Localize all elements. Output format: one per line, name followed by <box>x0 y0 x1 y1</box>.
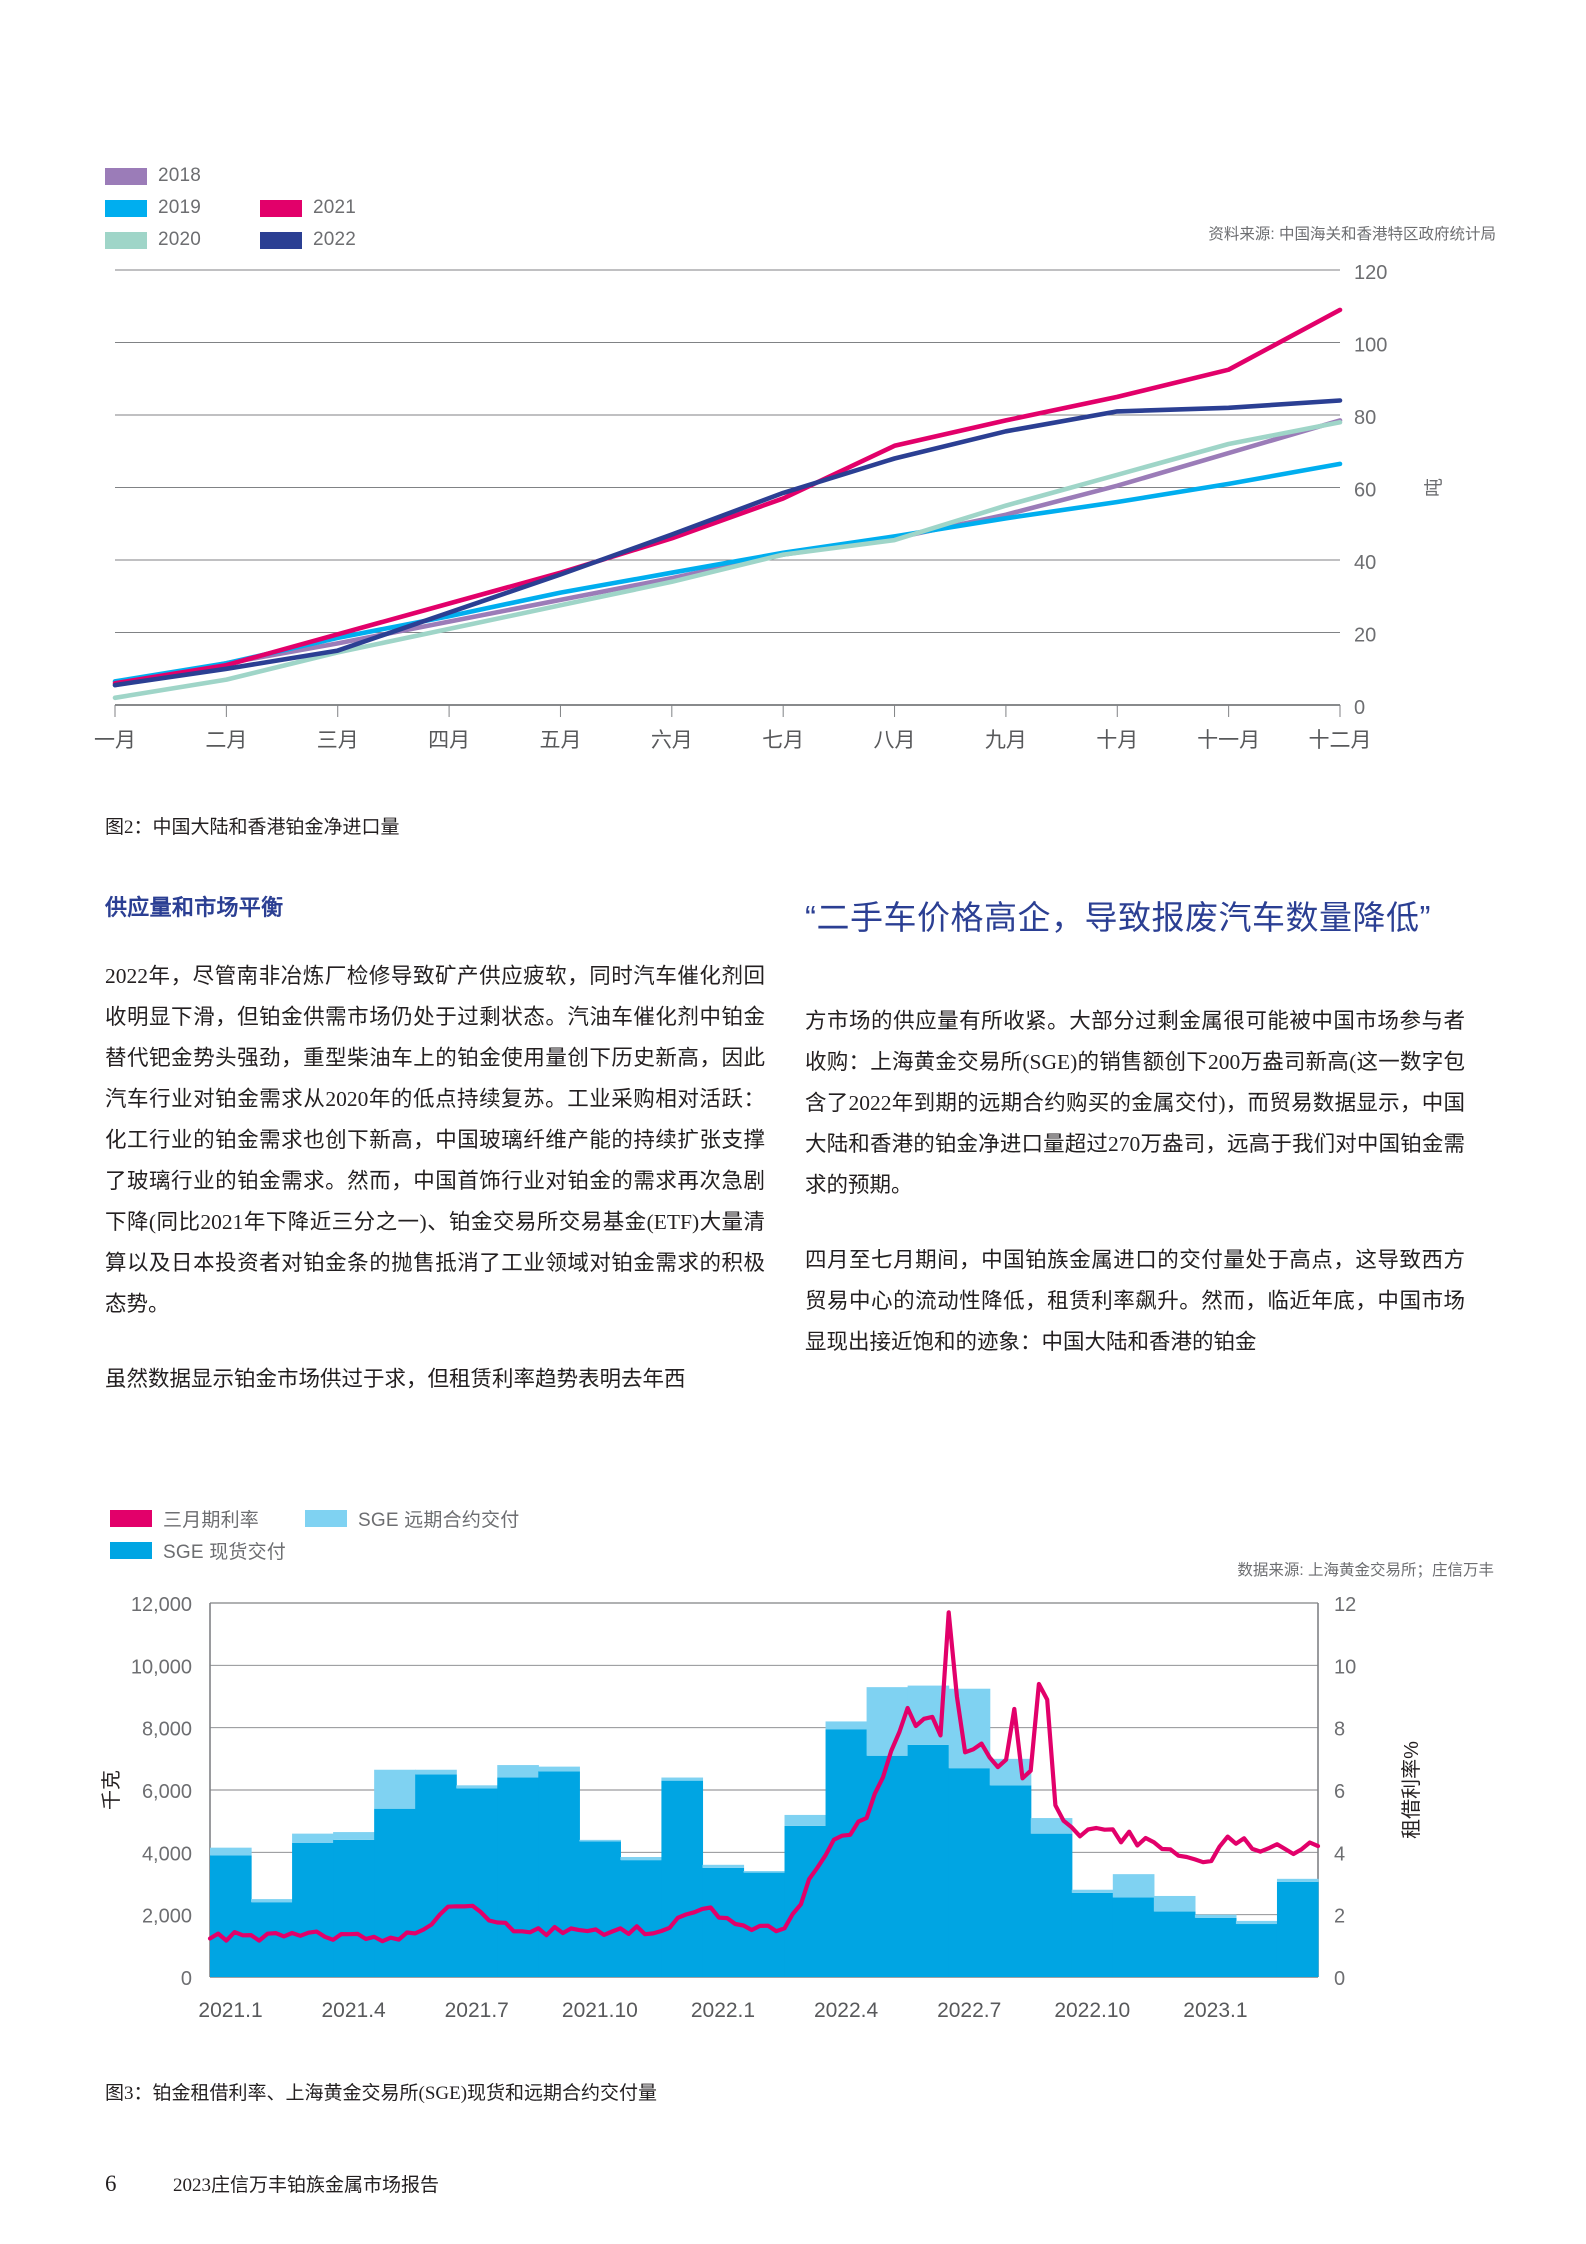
legend-label-2019: 2019 <box>158 197 202 218</box>
legend-label-2020: 2020 <box>158 229 202 250</box>
svg-text:12,000: 12,000 <box>131 1594 192 1616</box>
figure-2-chart: 0 20 40 60 80 100 120 吨一月 二月 三月 四月 五月 六月 七月 八月 九月 十月 十一月 十… <box>94 262 1445 752</box>
svg-text:10: 10 <box>1334 1656 1356 1678</box>
svg-text:2023.1: 2023.1 <box>1183 1999 1247 2022</box>
legend-item-forward: SGE 远期合约交付 <box>305 1505 519 1532</box>
legend-row: SGE 现货交付 <box>110 1534 730 1566</box>
svg-text:120: 120 <box>1354 262 1387 284</box>
legend-swatch-2021 <box>260 199 302 217</box>
legend-row: 2020 2022 <box>105 224 525 256</box>
paragraph: 2022年，尽管南非冶炼厂检修导致矿产供应疲软，同时汽车催化剂回收明显下滑，但铂… <box>105 964 765 1316</box>
svg-text:6: 6 <box>1334 1781 1345 1803</box>
svg-text:六月: 六月 <box>651 729 693 752</box>
figure-2-container: 2018 2019 2021 2020 <box>0 140 1586 840</box>
legend-swatch-forward <box>305 1509 348 1527</box>
paragraph: 四月至七月期间，中国铂族金属进口的交付量处于高点，这导致西方贸易中心的流动性降低… <box>805 1248 1465 1354</box>
figure-2-caption: 图2：中国大陆和香港铂金净进口量 <box>105 817 400 838</box>
figure-3-chart: 0 2,000 4,000 6,000 8,000 10,000 12,000 0 2 4 6 8 10… <box>100 1594 1423 2022</box>
legend-label-lease-rate: 三月期利率 <box>163 1509 260 1531</box>
paragraph: 方市场的供应量有所收紧。大部分过剩金属很可能被中国市场参与者收购：上海黄金交易所… <box>805 1009 1465 1197</box>
legend-item-2021: 2021 <box>260 197 415 219</box>
svg-text:2021.1: 2021.1 <box>198 1999 262 2022</box>
svg-text:10,000: 10,000 <box>131 1656 192 1678</box>
svg-text:2022.10: 2022.10 <box>1054 1999 1130 2022</box>
figure-2-source: 资料来源: 中国海关和香港特区政府统计局 <box>1208 226 1496 243</box>
legend-label-2021: 2021 <box>313 197 357 218</box>
paragraph: 虽然数据显示铂金市场供过于求，但租赁利率趋势表明去年西 <box>105 1367 686 1391</box>
svg-text:2022.1: 2022.1 <box>691 1999 755 2022</box>
svg-text:2: 2 <box>1334 1906 1345 1928</box>
figure-3-source: 数据来源: 上海黄金交易所；庄信万丰 <box>1237 1562 1494 1579</box>
legend-row: 2019 2021 <box>105 192 525 224</box>
footer-title: 2023庄信万丰铂族金属市场报告 <box>173 2175 440 2196</box>
svg-text:二月: 二月 <box>205 729 247 752</box>
svg-text:40: 40 <box>1354 552 1376 574</box>
legend-item-spot: SGE 现货交付 <box>110 1537 286 1564</box>
svg-text:80: 80 <box>1354 407 1376 429</box>
right-column: “二手车价格高企，导致报废汽车数量降低” 方市场的供应量有所收紧。大部分过剩金属… <box>805 890 1465 1397</box>
svg-text:0: 0 <box>1334 1968 1345 1990</box>
legend-label-2022: 2022 <box>313 229 357 250</box>
svg-text:8,000: 8,000 <box>142 1719 192 1741</box>
pull-quote: “二手车价格高企，导致报废汽车数量降低” <box>805 899 1431 936</box>
svg-text:五月: 五月 <box>539 729 581 752</box>
svg-text:八月: 八月 <box>874 729 916 752</box>
legend-row: 三月期利率 SGE 远期合约交付 <box>110 1502 730 1534</box>
svg-text:100: 100 <box>1354 335 1387 357</box>
figure-3-legend: 三月期利率 SGE 远期合约交付 SGE 现货交付 <box>110 1502 730 1566</box>
figure-2-legend: 2018 2019 2021 2020 <box>105 160 525 256</box>
svg-text:0: 0 <box>1354 697 1365 719</box>
svg-text:60: 60 <box>1354 480 1376 502</box>
svg-text:8: 8 <box>1334 1719 1345 1741</box>
legend-label-spot: SGE 现货交付 <box>163 1541 287 1563</box>
page-number: 6 <box>105 2171 117 2196</box>
left-column: 供应量和市场平衡 2022年，尽管南非冶炼厂检修导致矿产供应疲软，同时汽车催化剂… <box>105 890 765 1434</box>
svg-text:4,000: 4,000 <box>142 1843 192 1865</box>
legend-item-2019: 2019 <box>105 197 260 219</box>
svg-text:20: 20 <box>1354 625 1376 647</box>
legend-row: 2018 <box>105 160 525 192</box>
legend-item-2022: 2022 <box>260 229 415 251</box>
legend-label-forward: SGE 远期合约交付 <box>358 1509 520 1531</box>
svg-text:租借利率%: 租借利率% <box>1400 1741 1423 1839</box>
svg-text:0: 0 <box>181 1968 192 1990</box>
svg-text:2021.10: 2021.10 <box>562 1999 638 2022</box>
legend-swatch-spot <box>110 1541 152 1559</box>
legend-swatch-2018 <box>105 167 147 185</box>
page-footer: 6 2023庄信万丰铂族金属市场报告 <box>105 2170 439 2197</box>
legend-swatch-lease-rate <box>110 1509 152 1527</box>
svg-text:2021.7: 2021.7 <box>445 1999 509 2022</box>
svg-text:2022.7: 2022.7 <box>937 1999 1001 2022</box>
svg-text:十二月: 十二月 <box>1309 729 1372 752</box>
svg-text:12: 12 <box>1334 1594 1356 1616</box>
legend-item-lease-rate: 三月期利率 <box>110 1505 259 1532</box>
svg-text:四月: 四月 <box>428 729 470 752</box>
svg-text:一月: 一月 <box>94 729 136 752</box>
legend-swatch-2019 <box>105 199 147 217</box>
svg-text:千克: 千克 <box>100 1770 123 1810</box>
section-heading: 供应量和市场平衡 <box>105 895 284 920</box>
svg-text:4: 4 <box>1334 1843 1345 1865</box>
svg-text:6,000: 6,000 <box>142 1781 192 1803</box>
svg-text:2,000: 2,000 <box>142 1906 192 1928</box>
legend-swatch-2020 <box>105 231 147 249</box>
svg-text:2021.4: 2021.4 <box>322 1999 387 2022</box>
svg-text:吨: 吨 <box>1423 478 1445 497</box>
figure-3-container: 三月期利率 SGE 远期合约交付 SGE 现货交付 数据来源: 上海黄金交易所；… <box>0 1490 1586 2130</box>
svg-text:2022.4: 2022.4 <box>814 1999 879 2022</box>
legend-item-2020: 2020 <box>105 229 260 251</box>
svg-text:九月: 九月 <box>985 729 1027 752</box>
svg-text:十一月: 十一月 <box>1197 729 1260 752</box>
svg-text:三月: 三月 <box>317 729 359 752</box>
legend-swatch-2022 <box>260 231 302 249</box>
svg-text:七月: 七月 <box>762 729 804 752</box>
figure-3-caption: 图3：铂金租借利率、上海黄金交易所(SGE)现货和远期合约交付量 <box>105 2083 658 2104</box>
legend-item-2018: 2018 <box>105 165 260 187</box>
legend-label-2018: 2018 <box>158 165 202 186</box>
svg-text:十月: 十月 <box>1096 729 1138 752</box>
